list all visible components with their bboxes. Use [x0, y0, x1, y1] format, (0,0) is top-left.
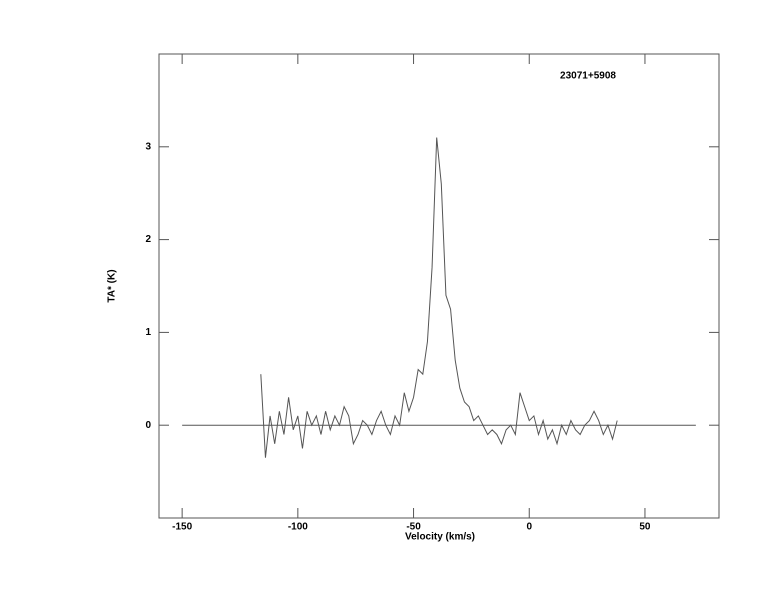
y-tick-label: 1 [145, 327, 151, 338]
x-tick-label: 0 [526, 522, 532, 533]
spectrum-line [260, 137, 618, 458]
y-axis-label: TA* (K) [107, 269, 118, 302]
x-tick-label: 50 [639, 522, 651, 533]
x-tick-label: -100 [288, 522, 308, 533]
y-tick-label: 2 [145, 234, 151, 245]
plot-frame [158, 53, 720, 519]
x-axis-label: Velocity (km/s) [405, 532, 475, 543]
x-tick-label: -150 [172, 522, 192, 533]
x-tick-label: -50 [406, 522, 421, 533]
y-tick-label: 3 [145, 141, 151, 152]
y-tick-label: 0 [145, 420, 151, 431]
chart-title: 23071+5908 [560, 71, 616, 82]
